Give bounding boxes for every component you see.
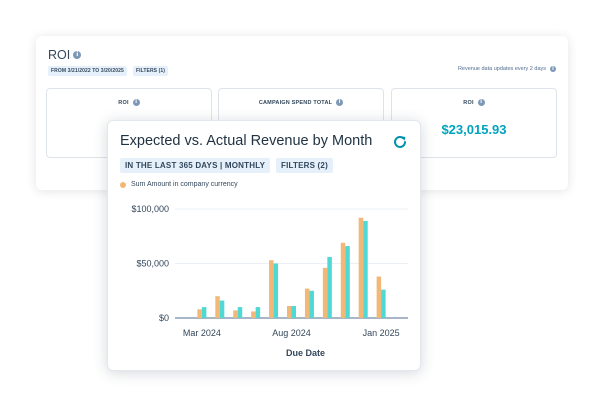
bar-series-1 <box>255 307 261 318</box>
bar-series-0 <box>269 260 274 318</box>
bar-series-1 <box>309 290 314 318</box>
chart-legend: Sum Amount in company currency <box>120 181 238 188</box>
bar-series-0 <box>287 306 292 318</box>
bar-series-0 <box>197 309 202 318</box>
bar-series-0 <box>376 276 382 318</box>
bar-series-1 <box>237 307 243 318</box>
roi-panel-title-text: ROI <box>48 48 71 62</box>
bar-series-1 <box>381 289 386 318</box>
chart-title: Expected vs. Actual Revenue by Month <box>120 133 373 149</box>
date-range-chip[interactable]: FROM 3/21/2022 TO 3/20/2025 <box>48 66 127 76</box>
bar-series-0 <box>340 242 346 318</box>
info-icon[interactable]: i <box>550 66 556 72</box>
bar-series-1 <box>363 220 368 318</box>
bar-series-0 <box>215 296 220 318</box>
bar-series-0 <box>322 267 328 318</box>
info-icon[interactable]: i <box>132 99 140 106</box>
bar-series-0 <box>304 288 310 318</box>
bar-series-0 <box>251 311 256 318</box>
bar-series-1 <box>345 246 350 318</box>
kpi-label-text: ROI <box>463 99 474 106</box>
legend-label: Sum Amount in company currency <box>131 181 238 188</box>
info-icon[interactable]: i <box>336 99 344 106</box>
filters-chip[interactable]: FILTERS (1) <box>132 66 168 76</box>
bar-series-1 <box>273 263 279 318</box>
kpi-label-text: ROI <box>118 99 129 106</box>
revenue-chart-card: Expected vs. Actual Revenue by Month IN … <box>107 120 421 371</box>
bar-chart: $0 $50,000 $100,000 Mar 2024 Aug 2024 Jan 202… <box>131 204 408 358</box>
y-tick-label: $50,000 <box>136 259 169 269</box>
bar-series-1 <box>201 307 207 318</box>
y-tick-label: $100,000 <box>131 204 169 214</box>
roi-filter-chips: FROM 3/21/2022 TO 3/20/2025 FILTERS (1) <box>48 66 168 76</box>
period-chip[interactable]: IN THE LAST 365 DAYS | MONTHLY <box>120 158 271 173</box>
bar-series-1 <box>291 306 296 318</box>
revenue-note: Revenue data updates every 2 days i <box>458 66 556 72</box>
bar-series-1 <box>219 300 225 318</box>
refresh-icon[interactable] <box>392 134 408 150</box>
x-tick-label: Mar 2024 <box>183 328 221 338</box>
chart-filters-chip[interactable]: FILTERS (2) <box>276 158 333 173</box>
x-tick-label: Jan 2025 <box>363 328 400 338</box>
kpi-value: $23,015.93 <box>441 122 507 137</box>
kpi-label: ROI i <box>392 99 556 106</box>
info-icon[interactable]: i <box>477 99 485 106</box>
legend-swatch <box>120 181 126 188</box>
kpi-label: CAMPAIGN SPEND TOTAL i <box>219 99 383 106</box>
bar-series-0 <box>358 217 364 318</box>
bar-series-0 <box>233 310 238 318</box>
y-tick-label: $0 <box>159 313 169 323</box>
kpi-label: ROI i <box>47 99 211 106</box>
bar-series-1 <box>327 256 332 318</box>
kpi-label-text: CAMPAIGN SPEND TOTAL <box>258 99 333 106</box>
info-icon[interactable]: i <box>73 51 82 59</box>
x-axis-title: Due Date <box>286 348 325 358</box>
x-tick-label: Aug 2024 <box>272 328 311 338</box>
revenue-note-text: Revenue data updates every 2 days <box>457 66 546 72</box>
roi-panel-title: ROI i <box>48 48 82 62</box>
